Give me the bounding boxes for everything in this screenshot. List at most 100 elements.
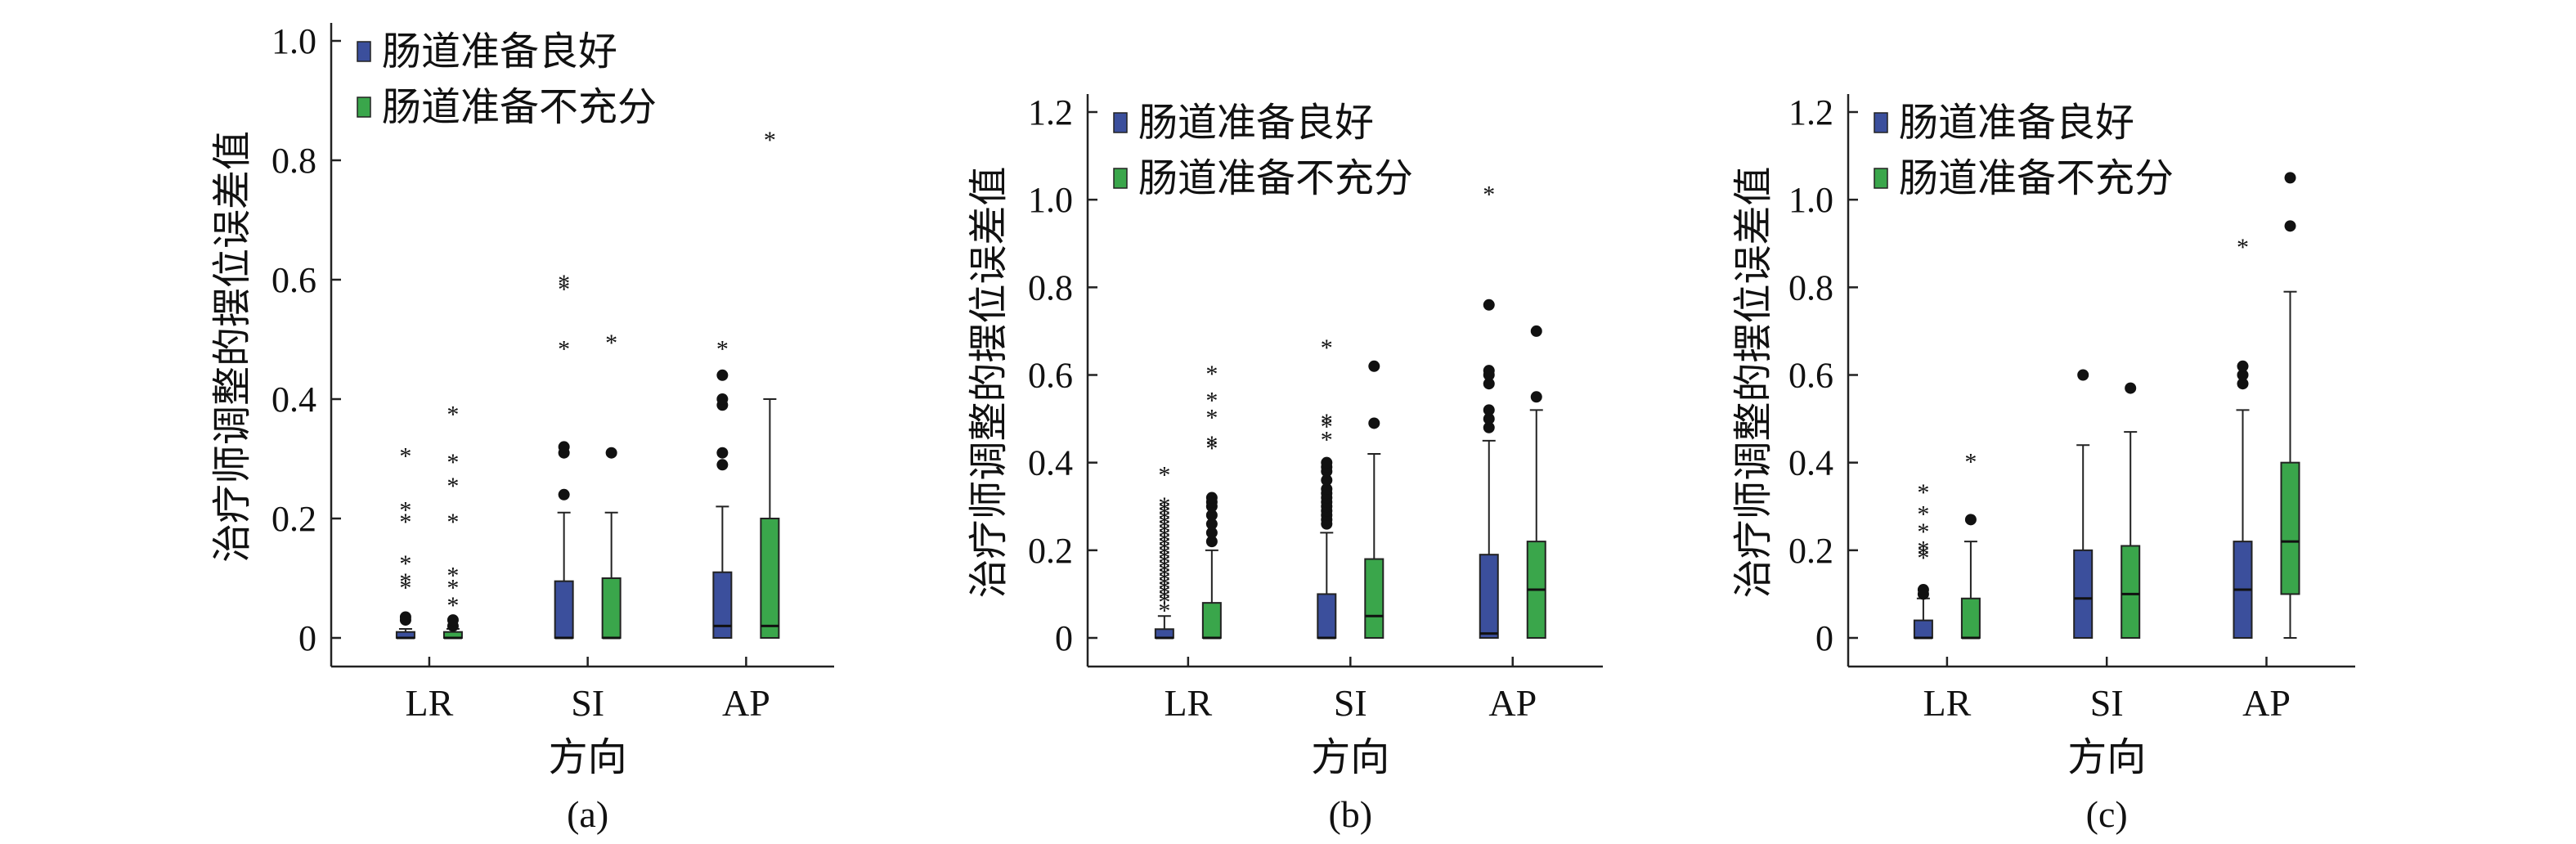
box-LR-good: ******	[395, 443, 415, 640]
x-tick-label: LR	[1923, 682, 1972, 724]
outlier-circle	[1368, 360, 1380, 372]
chart-panel-3: 0 0.2 0.4 0.6 0.8 1.0 1.2 治疗师调整的摆位误差值 LR SI AP 方向 (c…	[1730, 92, 2355, 835]
y-tick-label: 0.2	[1788, 531, 1833, 571]
outlier-star: *	[1158, 536, 1170, 563]
y-tick-label: 0.8	[272, 141, 316, 181]
y-tick-label: 1.2	[1028, 92, 1073, 132]
outlier-star: *	[558, 335, 570, 362]
outlier-circle	[716, 393, 729, 405]
outlier-circle	[1483, 413, 1495, 425]
box-SI-good: ***	[554, 270, 574, 640]
outlier-star: *	[1917, 501, 1929, 528]
outlier-circle	[1483, 365, 1495, 377]
outlier-star: *	[1158, 597, 1170, 624]
outlier-circle	[558, 488, 570, 501]
outlier-circle	[1917, 584, 1929, 596]
box-iqr	[760, 518, 780, 639]
outlier-circle	[2237, 360, 2249, 372]
outlier-star: *	[1158, 528, 1170, 554]
box-LR-good: ******	[1913, 479, 1933, 640]
box-AP-poor: *	[760, 127, 780, 639]
outlier-star: *	[1321, 409, 1333, 436]
box-iqr	[1154, 628, 1174, 639]
outlier-star: *	[447, 473, 459, 500]
outlier-star: *	[447, 449, 459, 476]
box-SI-poor	[2120, 382, 2141, 639]
outlier-star: *	[447, 592, 459, 619]
outlier-circle	[1483, 378, 1495, 390]
legend-label: 肠道准备不充分	[382, 84, 657, 130]
outlier-star: *	[1158, 514, 1170, 541]
x-axis-label: 方向	[549, 734, 627, 780]
outlier-circle	[2125, 382, 2137, 394]
chart-panel-1: 0 0.2 0.4 0.6 0.8 1.0 治疗师调整的摆位误差值 LR SI AP 方向 (a) 肠道…	[209, 21, 834, 835]
outlier-star: *	[764, 127, 776, 154]
outlier-star: *	[1917, 536, 1929, 563]
box-SI-good: ****	[1317, 334, 1337, 640]
box-LR-poor: *	[1960, 448, 1981, 640]
outlier-star: *	[1205, 431, 1218, 458]
legend-label: 肠道准备良好	[382, 29, 617, 74]
outlier-star: *	[1964, 448, 1977, 475]
y-tick-label: 1.0	[272, 21, 316, 61]
y-axis-label: 治疗师调整的摆位误差值	[209, 131, 255, 563]
outlier-star: *	[1917, 479, 1929, 506]
outlier-star: *	[558, 276, 570, 303]
outlier-star: *	[1158, 510, 1170, 536]
box-iqr	[2073, 549, 2094, 639]
box-iqr	[601, 577, 622, 639]
x-tick-label: LR	[1164, 682, 1212, 724]
outlier-star: *	[399, 574, 411, 601]
outlier-circle	[558, 441, 570, 453]
outlier-circle	[1483, 404, 1495, 416]
outlier-star: *	[399, 509, 411, 536]
panel-label: (c)	[2086, 793, 2128, 835]
outlier-star: *	[1321, 334, 1333, 361]
outlier-star: *	[1158, 571, 1170, 598]
outlier-star: *	[1158, 541, 1170, 568]
y-tick-label: 0.6	[1028, 356, 1073, 396]
box-LR-good: *************************	[1154, 461, 1174, 640]
y-tick-label: 0.4	[272, 379, 316, 420]
y-tick-label: 0.4	[1028, 443, 1073, 483]
outlier-star: *	[447, 563, 459, 590]
box-LR-poor: *****	[1201, 361, 1222, 640]
y-tick-label: 0.2	[1028, 531, 1073, 571]
legend-swatch	[357, 41, 371, 62]
y-tick-label: 0.6	[1788, 356, 1833, 396]
x-tick-label: AP	[1488, 682, 1537, 724]
y-tick-label: 0.8	[1028, 267, 1073, 308]
outlier-circle	[1530, 391, 1542, 403]
outlier-star: *	[399, 496, 411, 523]
outlier-circle	[2284, 172, 2296, 184]
box-iqr	[1913, 619, 1933, 639]
outlier-circle	[2237, 369, 2249, 381]
box-iqr	[2280, 461, 2300, 595]
box-iqr	[554, 580, 574, 640]
box-iqr	[2120, 545, 2141, 639]
outlier-star: *	[399, 550, 411, 577]
outlier-star: *	[1158, 519, 1170, 545]
outlier-circle	[399, 611, 411, 623]
outlier-star: *	[1917, 545, 1929, 572]
outlier-star: *	[1158, 558, 1170, 585]
outlier-circle	[1205, 527, 1218, 539]
outlier-circle	[716, 447, 729, 459]
x-tick-label: SI	[2090, 682, 2124, 724]
legend-swatch	[1874, 112, 1888, 133]
outlier-star: *	[1158, 580, 1170, 607]
box-iqr	[712, 571, 733, 640]
outlier-star: *	[1205, 405, 1218, 432]
x-tick-label: LR	[406, 682, 454, 724]
outlier-star: *	[1158, 492, 1170, 519]
y-tick-label: 0.8	[1788, 267, 1833, 308]
box-AP-good: *	[712, 335, 733, 640]
outlier-star: *	[1158, 496, 1170, 523]
outlier-circle	[716, 369, 729, 381]
y-tick-label: 0.4	[1788, 443, 1833, 483]
legend-label: 肠道准备良好	[1138, 100, 1374, 146]
box-iqr	[1479, 554, 1499, 639]
legend-swatch	[1113, 112, 1128, 133]
outlier-star: *	[1158, 584, 1170, 611]
box-iqr	[1201, 602, 1222, 640]
